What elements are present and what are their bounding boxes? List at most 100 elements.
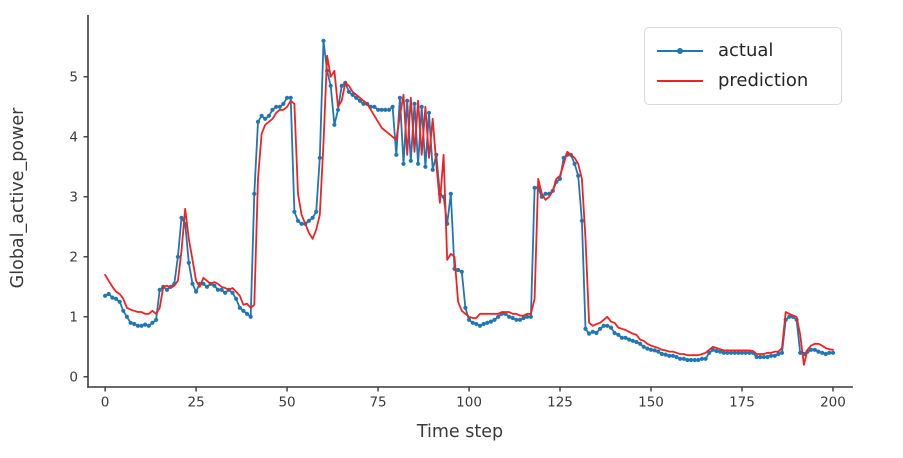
data-point-marker: [779, 350, 785, 355]
data-point-marker: [681, 356, 686, 361]
data-point-marker: [281, 101, 286, 106]
data-point-marker: [419, 104, 424, 109]
data-point-marker: [328, 83, 333, 88]
data-point-marker: [776, 351, 781, 357]
data-point-marker: [106, 291, 111, 297]
data-point-marker: [736, 350, 741, 355]
x-tick-label: 25: [187, 395, 204, 411]
data-point-marker: [386, 107, 392, 112]
data-point-marker: [335, 107, 341, 112]
data-point-marker: [692, 357, 697, 363]
data-point-marker: [543, 191, 548, 196]
data-point-marker: [416, 161, 421, 166]
data-point-marker: [430, 167, 435, 172]
data-point-marker: [128, 320, 133, 325]
data-point-marker: [827, 350, 832, 355]
data-point-marker: [463, 305, 468, 310]
data-point-marker: [466, 317, 472, 322]
x-tick-label: 75: [369, 395, 386, 411]
actual-line-sample: [657, 44, 703, 58]
data-point-marker: [423, 164, 428, 169]
data-point-marker: [113, 296, 119, 301]
data-point-marker: [317, 155, 322, 160]
data-point-marker: [685, 357, 690, 363]
y-tick-label: 4: [69, 130, 78, 146]
data-point-marker: [747, 350, 752, 355]
x-tick-label: 200: [820, 395, 846, 411]
data-point-marker: [277, 104, 282, 109]
data-point-marker: [758, 354, 763, 360]
data-point-marker: [259, 113, 264, 118]
data-point-marker: [215, 287, 220, 292]
data-point-marker: [820, 350, 825, 355]
data-point-marker: [164, 287, 170, 292]
data-point-marker: [601, 323, 606, 328]
data-point-marker: [648, 347, 654, 352]
data-point-marker: [576, 173, 581, 178]
data-point-marker: [670, 353, 676, 358]
x-tick-label: 150: [638, 395, 664, 411]
data-point-marker: [266, 113, 271, 118]
data-point-marker: [645, 346, 650, 351]
data-point-marker: [572, 161, 577, 166]
data-point-marker: [285, 95, 290, 100]
data-point-marker: [401, 161, 406, 166]
data-point-marker: [507, 314, 512, 319]
actual-marker-dot-icon: [677, 48, 683, 54]
data-point-marker: [477, 323, 483, 328]
data-point-marker: [255, 119, 261, 124]
y-tick-label: 2: [69, 250, 78, 266]
data-point-marker: [132, 321, 137, 327]
data-point-marker: [459, 269, 464, 274]
data-point-marker: [830, 350, 836, 355]
data-point-marker: [579, 218, 585, 223]
data-point-marker: [729, 350, 734, 355]
data-point-marker: [638, 341, 643, 346]
data-point-marker: [623, 335, 628, 340]
data-point-marker: [146, 323, 151, 328]
data-point-marker: [394, 152, 399, 157]
data-point-marker: [481, 321, 486, 327]
series-prediction-line: [104, 54, 834, 366]
data-point-marker: [488, 319, 493, 324]
data-point-marker: [699, 356, 705, 361]
data-point-marker: [772, 353, 777, 358]
data-point-marker: [823, 351, 828, 357]
y-tick-label: 1: [69, 310, 78, 326]
prediction-line-swatch: [657, 80, 703, 82]
data-point-marker: [339, 83, 344, 88]
data-point-marker: [175, 254, 180, 259]
data-point-marker: [179, 215, 184, 220]
data-point-marker: [234, 296, 239, 301]
data-point-marker: [306, 218, 311, 223]
data-point-marker: [688, 357, 694, 363]
data-point-marker: [612, 330, 617, 336]
data-point-marker: [124, 314, 129, 319]
data-point-marker: [288, 95, 293, 100]
data-point-marker: [244, 311, 250, 316]
data-point-marker: [525, 314, 530, 319]
x-tick-label: 100: [456, 395, 482, 411]
y-tick-label: 0: [69, 370, 78, 386]
data-point-marker: [583, 326, 588, 331]
data-point-marker: [474, 321, 479, 327]
data-point-marker: [263, 116, 268, 121]
axes: 0 25 50 75 100 125 150 175 200 0 1 2 3 4 5: [69, 15, 853, 411]
data-point-marker: [663, 352, 668, 357]
data-point-marker: [154, 317, 159, 322]
x-tick-label: 50: [278, 395, 295, 411]
data-point-marker: [135, 323, 140, 328]
data-point-marker: [696, 357, 701, 363]
data-point-marker: [816, 349, 821, 354]
data-point-marker: [765, 354, 770, 360]
data-point-marker: [656, 349, 661, 354]
data-point-marker: [456, 267, 461, 273]
y-tick-label: 5: [69, 70, 78, 86]
data-point-marker: [659, 351, 665, 357]
data-point-marker: [630, 338, 635, 343]
data-point-marker: [405, 98, 410, 103]
data-point-marker: [485, 320, 490, 325]
data-point-marker: [143, 322, 148, 327]
x-axis-label: Time step: [416, 422, 504, 442]
